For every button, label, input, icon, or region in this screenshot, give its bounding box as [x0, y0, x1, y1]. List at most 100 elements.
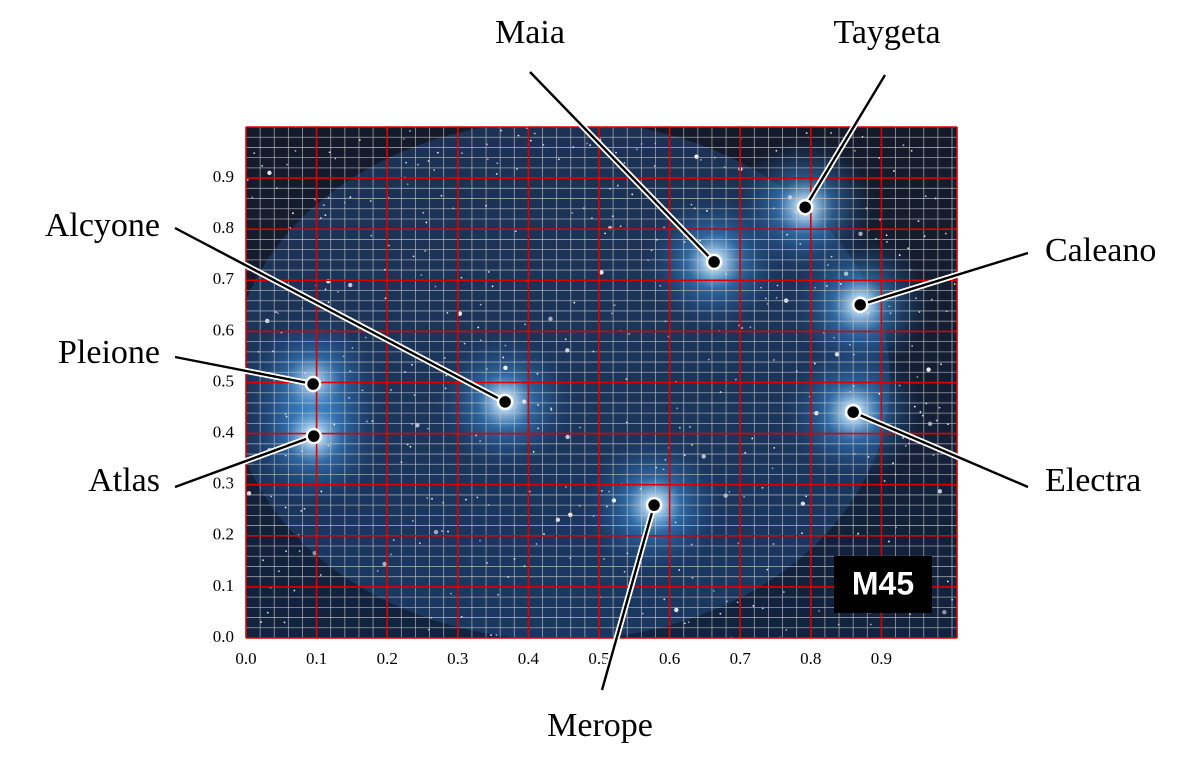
bg-star — [278, 570, 280, 573]
bg-star — [605, 505, 608, 508]
bg-star — [683, 454, 686, 457]
bg-star — [503, 365, 508, 371]
bg-star — [830, 255, 833, 258]
bg-star — [504, 344, 507, 347]
bg-star — [348, 282, 353, 288]
leader-line — [174, 435, 315, 489]
bg-star — [615, 151, 617, 154]
bg-star — [558, 158, 560, 161]
bg-star — [911, 344, 914, 347]
bg-star — [412, 255, 415, 258]
bg-star — [364, 336, 367, 339]
bg-star — [689, 425, 691, 428]
bg-star — [387, 244, 390, 247]
bg-star — [274, 311, 277, 314]
bg-star — [465, 498, 467, 501]
bg-star — [441, 530, 443, 532]
bg-star — [927, 421, 933, 427]
bg-star — [833, 336, 835, 339]
x-tick-label: 0.9 — [871, 649, 892, 668]
bg-star — [886, 240, 888, 243]
bg-star — [422, 211, 425, 214]
bg-star — [475, 434, 478, 437]
bg-star — [479, 440, 481, 442]
major-grid — [245, 126, 958, 639]
star-label: Pleione — [58, 334, 160, 371]
bg-star — [691, 576, 694, 579]
bg-star — [369, 200, 372, 202]
bg-star — [602, 558, 605, 560]
bg-star — [573, 301, 576, 304]
bg-star — [687, 621, 690, 624]
bg-star — [434, 285, 437, 288]
bg-star — [857, 532, 860, 535]
star-label: Caleano — [1045, 232, 1156, 269]
bg-star — [946, 580, 949, 583]
badge-text: M45 — [852, 565, 914, 601]
bg-star — [848, 343, 851, 346]
bg-star — [267, 170, 272, 176]
bg-star — [415, 423, 420, 428]
bg-star — [741, 327, 744, 329]
bg-star — [761, 607, 764, 610]
bg-star — [496, 162, 499, 165]
bg-star — [799, 243, 802, 245]
bg-star — [631, 193, 634, 196]
bg-star — [663, 598, 666, 601]
y-tick-label: 0.3 — [213, 474, 234, 493]
bg-star — [460, 276, 463, 279]
bg-star — [953, 283, 956, 285]
bg-star — [814, 286, 817, 289]
bg-star — [858, 231, 863, 237]
bg-star — [516, 167, 518, 170]
star-marker — [796, 198, 814, 216]
bg-star — [743, 495, 745, 498]
bg-star — [678, 569, 681, 571]
bg-star — [433, 169, 436, 171]
bg-star — [514, 230, 517, 233]
bg-star — [446, 312, 449, 314]
bg-star — [319, 217, 322, 219]
bg-star — [719, 612, 722, 615]
bg-star — [284, 506, 287, 509]
y-tick-label: 0.6 — [213, 320, 234, 339]
bg-star — [349, 196, 352, 199]
bg-star — [674, 607, 679, 613]
bg-star — [736, 601, 739, 604]
bg-star — [940, 363, 942, 366]
leader-line — [174, 226, 506, 403]
bg-star — [411, 520, 414, 522]
bg-star — [550, 408, 553, 411]
annotations: Maia Taygeta Alcyone Caleano Pleione Electra A… — [45, 14, 1157, 744]
bg-star — [425, 221, 428, 224]
bg-star — [888, 540, 890, 543]
y-tick-label: 0.7 — [213, 269, 235, 288]
bg-star — [283, 621, 286, 624]
bg-star — [937, 489, 943, 494]
bg-star — [921, 414, 924, 417]
bg-star — [405, 161, 408, 164]
star-label: Maia — [495, 14, 565, 51]
bg-star — [536, 372, 539, 375]
bg-star — [805, 495, 808, 498]
bg-star — [623, 570, 626, 573]
bg-star — [313, 198, 316, 201]
bg-star — [944, 232, 947, 235]
bg-star — [286, 163, 288, 166]
bg-star — [328, 151, 331, 154]
bg-star — [641, 612, 644, 615]
bg-star — [775, 149, 778, 152]
bg-star — [337, 290, 339, 293]
bg-star — [351, 347, 354, 349]
star-label: Taygeta — [833, 14, 940, 51]
bg-star — [918, 311, 921, 313]
y-tick-label: 0.8 — [213, 218, 234, 237]
bg-star — [910, 149, 913, 152]
bg-star — [623, 162, 626, 164]
bg-star — [662, 468, 665, 471]
star-label: Atlas — [88, 462, 160, 499]
bg-star — [635, 148, 638, 151]
bg-star — [568, 512, 573, 518]
bg-star — [611, 498, 617, 503]
